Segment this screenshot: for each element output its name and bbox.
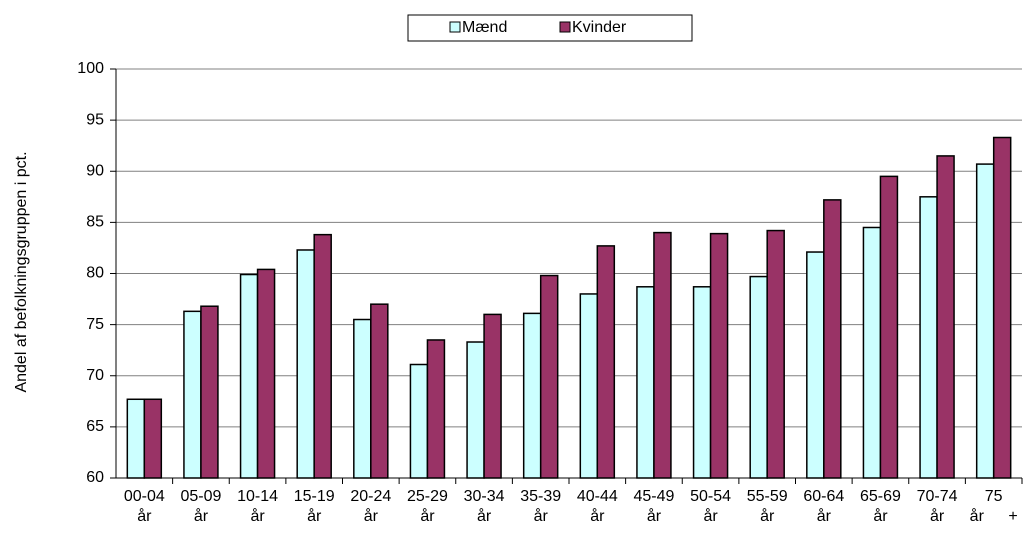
bar — [183, 310, 202, 479]
bar — [256, 268, 276, 479]
bar — [466, 341, 485, 479]
x-tick-label: 65-69 år — [859, 488, 901, 525]
bar — [862, 226, 882, 479]
y-tick-label: 70 — [86, 367, 104, 384]
x-tick-label: 75 år + — [969, 488, 1018, 525]
bar — [879, 175, 899, 479]
bar — [200, 305, 219, 479]
bar — [143, 398, 163, 479]
y-tick-label: 95 — [86, 111, 104, 128]
legend-swatch — [449, 21, 461, 33]
x-tick-label: 30-34 år — [463, 488, 505, 525]
x-tick-label: 50-54 år — [690, 488, 732, 525]
bar — [992, 136, 1012, 479]
bar — [426, 339, 446, 479]
x-tick-label: 20-24 år — [350, 488, 392, 525]
y-tick-label: 85 — [86, 214, 104, 231]
y-axis-title: Andel af befolkningsgruppen i pct. — [13, 151, 30, 392]
y-tick-label: 75 — [86, 316, 104, 333]
bar — [653, 231, 672, 479]
legend-label: Mænd — [462, 19, 507, 36]
bar — [539, 274, 559, 479]
bar — [596, 245, 616, 479]
bar — [483, 313, 502, 479]
x-tick-label: 00-04 år — [123, 488, 165, 525]
bar — [353, 318, 372, 479]
bar — [126, 398, 146, 479]
x-tick-label: 25-29 år — [406, 488, 448, 525]
x-tick-label: 60-64 år — [803, 488, 845, 525]
x-tick-label: 05-09 år — [180, 488, 222, 525]
x-tick-label: 40-44 år — [576, 488, 618, 525]
bar — [749, 275, 768, 479]
legend-swatch — [559, 21, 571, 33]
bar — [522, 312, 542, 479]
y-tick-label: 80 — [86, 265, 104, 282]
bar — [296, 249, 315, 479]
y-tick-label: 100 — [77, 60, 104, 77]
bar — [409, 363, 429, 479]
bar — [313, 233, 332, 479]
bar — [766, 229, 785, 479]
x-tick-label: 45-49 år — [633, 488, 675, 525]
bar — [709, 232, 729, 479]
bar — [579, 293, 599, 479]
bar — [692, 286, 712, 479]
bar — [823, 199, 842, 479]
y-tick-label: 65 — [86, 418, 104, 435]
y-tick-label: 90 — [86, 162, 104, 179]
bar — [636, 286, 655, 479]
bar — [936, 155, 955, 479]
bar — [919, 196, 938, 479]
x-tick-label: 35-39 år — [520, 488, 562, 525]
x-tick-label: 55-59 år — [746, 488, 788, 525]
legend-label: Kvinder — [572, 19, 627, 36]
bar — [975, 163, 995, 479]
x-tick-label: 10-14 år — [237, 488, 279, 525]
y-tick-label: 60 — [86, 469, 104, 486]
bar — [806, 251, 825, 479]
x-tick-label: 70-74 år — [916, 488, 958, 525]
bar — [239, 273, 259, 479]
bar — [370, 303, 389, 479]
x-tick-label: 15-19 år — [293, 488, 335, 525]
